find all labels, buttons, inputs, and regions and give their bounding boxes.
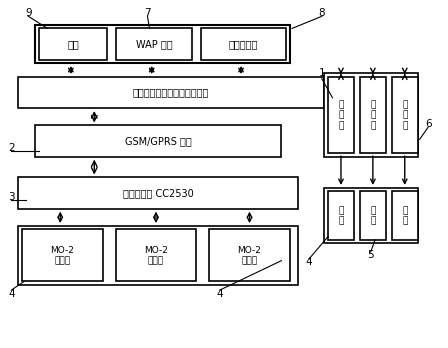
Text: 6: 6 — [425, 119, 431, 129]
Text: 手机: 手机 — [67, 39, 79, 49]
Bar — [22, 229, 103, 282]
Text: 2: 2 — [8, 143, 15, 153]
Text: 换气系统远程管道（计算机）: 换气系统远程管道（计算机） — [133, 88, 209, 97]
Text: MO-2
传感器: MO-2 传感器 — [144, 246, 168, 265]
Bar — [116, 29, 192, 60]
Text: 9: 9 — [25, 8, 32, 18]
Text: 4: 4 — [8, 288, 15, 299]
Bar — [18, 77, 324, 108]
Text: 继
电
器: 继 电 器 — [338, 100, 344, 130]
Text: 换
气: 换 气 — [402, 206, 408, 225]
Text: WAP 平台: WAP 平台 — [135, 39, 172, 49]
Bar — [116, 229, 196, 282]
Text: GSM/GPRS 网络: GSM/GPRS 网络 — [125, 136, 191, 146]
Text: 协调器节点 CC2530: 协调器节点 CC2530 — [123, 188, 194, 198]
Text: 3: 3 — [8, 191, 15, 201]
Bar — [209, 229, 290, 282]
Text: MO-2
传感器: MO-2 传感器 — [237, 246, 262, 265]
Text: 继
电
器: 继 电 器 — [402, 100, 408, 130]
Bar — [392, 191, 418, 240]
Text: 互联网访问: 互联网访问 — [228, 39, 258, 49]
Text: 4: 4 — [306, 258, 312, 267]
Text: 8: 8 — [319, 8, 325, 18]
Bar — [35, 25, 290, 63]
Bar — [18, 226, 298, 285]
Bar — [392, 77, 418, 153]
Text: 4: 4 — [216, 288, 223, 299]
Bar — [18, 177, 298, 209]
Bar — [360, 191, 386, 240]
Bar — [324, 73, 418, 157]
Text: 1: 1 — [319, 69, 325, 79]
Bar — [201, 29, 286, 60]
Text: 换
气: 换 气 — [370, 206, 375, 225]
Text: 7: 7 — [144, 8, 151, 18]
Bar — [39, 29, 107, 60]
Bar — [328, 77, 354, 153]
Bar — [328, 191, 354, 240]
Text: 换
气: 换 气 — [338, 206, 344, 225]
Bar — [324, 188, 418, 243]
Bar — [360, 77, 386, 153]
Text: 5: 5 — [367, 251, 374, 260]
Text: 继
电
器: 继 电 器 — [370, 100, 375, 130]
Text: MO-2
传感器: MO-2 传感器 — [51, 246, 74, 265]
Bar — [35, 126, 281, 157]
